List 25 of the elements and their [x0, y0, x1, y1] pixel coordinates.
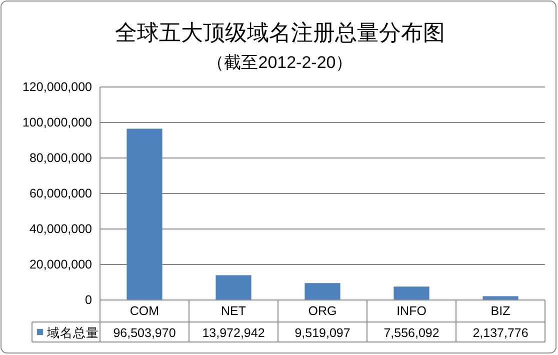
bar [304, 283, 340, 300]
y-tick-label: 0 [85, 293, 92, 307]
y-tick-label: 120,000,000 [22, 80, 92, 94]
y-tick-label: 80,000,000 [29, 151, 92, 165]
y-tick-label: 20,000,000 [29, 258, 92, 272]
data-label: 9,519,097 [294, 326, 350, 340]
legend-label: 域名总量 [46, 326, 99, 340]
data-label: 7,556,092 [384, 326, 440, 340]
bar [482, 296, 518, 300]
x-tick-label: INFO [396, 304, 427, 318]
x-tick-label: NET [221, 304, 246, 318]
bar [216, 275, 252, 300]
y-tick-label: 60,000,000 [29, 186, 92, 200]
y-tick-label: 100,000,000 [22, 116, 92, 130]
bar [394, 286, 430, 300]
y-tick-label: 40,000,000 [29, 222, 92, 236]
data-label: 96,503,970 [113, 326, 176, 340]
bar [126, 128, 162, 300]
chart-subtitle: （截至2012-2-20） [207, 53, 353, 72]
chart-title: 全球五大顶级域名注册总量分布图 [115, 20, 445, 45]
data-label: 2,137,776 [472, 326, 528, 340]
x-tick-label: ORG [308, 304, 337, 318]
x-tick-label: BIZ [490, 304, 511, 318]
x-tick-label: COM [130, 304, 160, 318]
data-label: 13,972,942 [202, 326, 265, 340]
